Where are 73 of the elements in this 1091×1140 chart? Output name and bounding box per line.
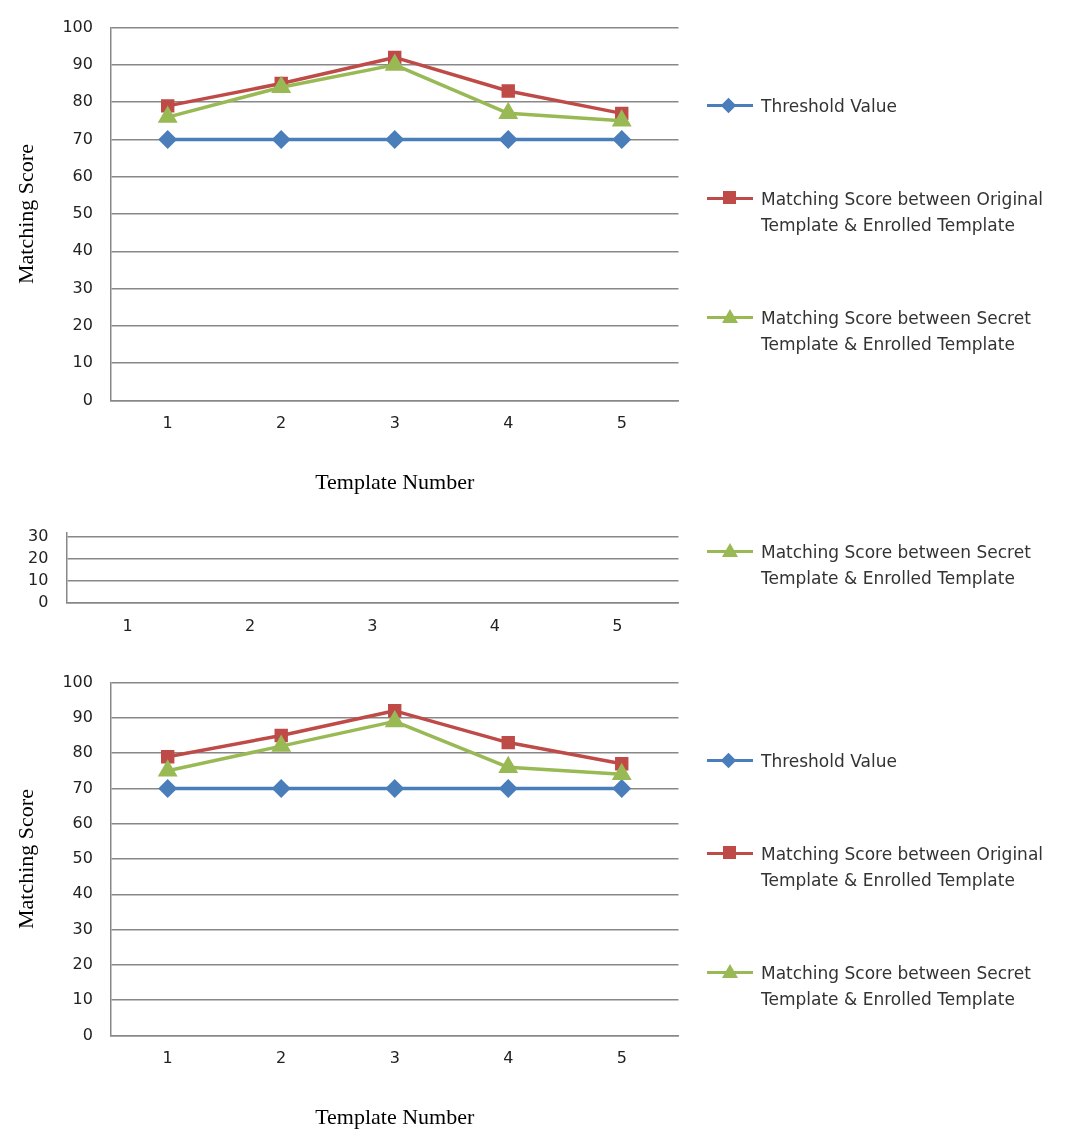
point: [385, 779, 404, 798]
x-tick-label: 2: [276, 413, 287, 433]
point: [501, 735, 515, 750]
y-tick-label: 60: [72, 165, 93, 185]
y-tick-label: 90: [72, 707, 93, 727]
legend-label: Threshold Value: [761, 95, 897, 119]
y-tick-label: 20: [72, 315, 93, 334]
legend-label: Matching Score between Secret Template & Enrolled Template: [761, 306, 1032, 356]
x-tick-label: 4: [489, 615, 500, 635]
point: [499, 779, 517, 798]
point: [612, 779, 631, 798]
point: [501, 84, 515, 98]
point: [272, 736, 290, 752]
x-axis-title: Template Number: [315, 468, 475, 494]
x-tick-label: 5: [612, 615, 623, 635]
point: [158, 130, 177, 149]
point: [499, 103, 517, 120]
y-tick-label: 50: [72, 203, 93, 223]
x-tick-label: 3: [367, 615, 378, 635]
point: [499, 130, 517, 149]
y-tick-label: 70: [72, 128, 93, 148]
y-tick-label: 20: [28, 548, 49, 568]
point: [386, 711, 404, 728]
point: [158, 779, 177, 798]
legend-label: Matching Score between Secret Template & Enrolled Template: [761, 961, 1032, 1011]
y-tick-label: 80: [72, 742, 93, 762]
y-tick-label: 0: [38, 591, 49, 611]
legend-label: Matching Score between Original Template & Enrolled Template: [761, 843, 1045, 892]
x-tick-label: 4: [503, 1048, 514, 1068]
x-tick-label: 2: [276, 1048, 287, 1068]
point: [386, 55, 404, 71]
legend-label: Threshold Value: [761, 750, 897, 774]
point: [159, 761, 177, 777]
y-tick-label: 90: [72, 54, 93, 74]
y-tick-label: 60: [72, 812, 93, 832]
x-tick-label: 2: [244, 615, 256, 635]
x-tick-label: 1: [162, 413, 173, 433]
y-tick-label: 30: [28, 526, 49, 546]
y-tick-label: 30: [72, 277, 93, 297]
x-tick-label: 1: [162, 1048, 173, 1068]
point: [385, 130, 404, 149]
point: [272, 779, 290, 798]
y-tick-label: 20: [72, 954, 93, 973]
x-tick-label: 4: [503, 413, 514, 433]
y-tick-label: 40: [72, 240, 93, 260]
y-tick-label: 10: [28, 570, 49, 590]
y-tick-label: 0: [82, 389, 93, 409]
y-tick-label: 0: [82, 1024, 93, 1044]
y-tick-label: 50: [72, 848, 93, 868]
point: [272, 130, 290, 149]
x-tick-label: 5: [616, 1048, 627, 1068]
y-axis-title: Matching Score: [12, 144, 38, 284]
y-axis-title: Matching Score: [12, 789, 38, 929]
y-tick-label: 40: [72, 883, 93, 903]
y-tick-label: 100: [62, 671, 93, 691]
y-tick-label: 10: [72, 352, 93, 372]
x-tick-label: 5: [616, 413, 627, 433]
y-tick-label: 30: [72, 918, 93, 938]
y-tick-label: 70: [72, 777, 93, 797]
point: [159, 107, 177, 123]
legend-label: Matching Score between Secret Template & Enrolled Template: [761, 541, 1032, 590]
x-tick-label: 1: [122, 615, 133, 635]
y-tick-label: 100: [62, 16, 93, 36]
y-tick-label: 10: [72, 989, 93, 1009]
point: [612, 130, 631, 149]
x-axis-title: Template Number: [315, 1103, 475, 1129]
point: [613, 111, 631, 127]
y-tick-label: 80: [72, 91, 93, 111]
legend-label: Matching Score between Original Template & Enrolled Template: [761, 188, 1045, 237]
point: [613, 764, 631, 781]
point: [161, 749, 175, 764]
x-tick-label: 3: [389, 1048, 400, 1068]
x-tick-label: 3: [389, 413, 400, 433]
